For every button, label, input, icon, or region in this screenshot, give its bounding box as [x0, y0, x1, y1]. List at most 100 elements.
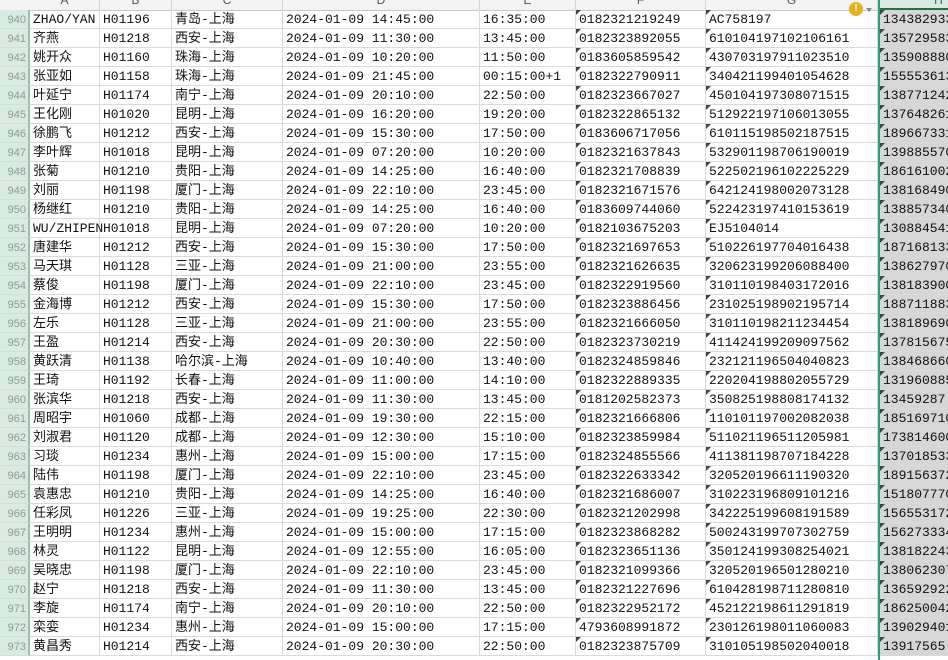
cell-e[interactable]: 16:05:00	[480, 542, 576, 561]
cell-g[interactable]: 411381198707184228	[706, 447, 878, 466]
cell-h[interactable]: 138627970	[878, 257, 948, 276]
row-number[interactable]: 944	[0, 86, 30, 105]
row-number[interactable]: 953	[0, 257, 30, 276]
cell-f[interactable]: 0182321202998	[576, 504, 706, 523]
cell-a[interactable]: 任彩凤	[30, 504, 100, 523]
cell-c[interactable]: 南宁-上海	[172, 86, 283, 105]
row-number[interactable]: 958	[0, 352, 30, 371]
cell-c[interactable]: 三亚-上海	[172, 504, 283, 523]
row-number[interactable]: 955	[0, 295, 30, 314]
row-number[interactable]: 949	[0, 181, 30, 200]
cell-h[interactable]: 138062307	[878, 561, 948, 580]
cell-c[interactable]: 西安-上海	[172, 580, 283, 599]
cell-b[interactable]: H01218	[100, 29, 172, 48]
cell-d[interactable]: 2024-01-09 22:10:00	[283, 181, 480, 200]
cell-a[interactable]: 李旋	[30, 599, 100, 618]
cell-e[interactable]: 23:45:00	[480, 276, 576, 295]
cell-a[interactable]: 王琦	[30, 371, 100, 390]
cell-c[interactable]: 昆明-上海	[172, 219, 283, 238]
cell-c[interactable]: 南宁-上海	[172, 599, 283, 618]
column-header-b[interactable]: B	[100, 0, 172, 10]
cell-a[interactable]: 金海博	[30, 295, 100, 314]
cell-a[interactable]: 刘丽	[30, 181, 100, 200]
cell-g[interactable]: 610115198502187515	[706, 124, 878, 143]
cell-b[interactable]: H01128	[100, 314, 172, 333]
cell-e[interactable]: 13:40:00	[480, 352, 576, 371]
cell-g[interactable]: 350825198808174132	[706, 390, 878, 409]
cell-e[interactable]: 13:45:00	[480, 390, 576, 409]
cell-h[interactable]: 186250042	[878, 599, 948, 618]
cell-b[interactable]: H01210	[100, 162, 172, 181]
row-number[interactable]: 969	[0, 561, 30, 580]
cell-g[interactable]: 230126198011060083	[706, 618, 878, 637]
cell-a[interactable]: 姚开众	[30, 48, 100, 67]
cell-b[interactable]: H01160	[100, 48, 172, 67]
row-number[interactable]: 963	[0, 447, 30, 466]
cell-h[interactable]: 138168490	[878, 181, 948, 200]
cell-d[interactable]: 2024-01-09 20:10:00	[283, 599, 480, 618]
cell-b[interactable]: H01210	[100, 485, 172, 504]
cell-b[interactable]: H01158	[100, 67, 172, 86]
cell-g[interactable]: 220204198802055729	[706, 371, 878, 390]
cell-e[interactable]: 13:45:00	[480, 580, 576, 599]
cell-b[interactable]: H01018	[100, 143, 172, 162]
row-number[interactable]: 971	[0, 599, 30, 618]
cell-c[interactable]: 长春-上海	[172, 371, 283, 390]
cell-a[interactable]: 李叶辉	[30, 143, 100, 162]
cell-f[interactable]: 0182322952172	[576, 599, 706, 618]
cell-h[interactable]: 131960885	[878, 371, 948, 390]
cell-e[interactable]: 17:50:00	[480, 124, 576, 143]
cell-e[interactable]: 22:50:00	[480, 599, 576, 618]
column-header-a[interactable]: A	[30, 0, 100, 10]
cell-c[interactable]: 三亚-上海	[172, 257, 283, 276]
cell-h[interactable]: 186161002	[878, 162, 948, 181]
row-number[interactable]: 961	[0, 409, 30, 428]
cell-a[interactable]: ZHAO/YAN	[30, 10, 100, 29]
cell-c[interactable]: 惠州-上海	[172, 447, 283, 466]
cell-a[interactable]: WU/ZHIPEN	[30, 219, 103, 238]
row-number[interactable]: 945	[0, 105, 30, 124]
cell-f[interactable]: 0183605859542	[576, 48, 706, 67]
cell-h[interactable]: 137815675	[878, 333, 948, 352]
cell-f[interactable]: 0182321637843	[576, 143, 706, 162]
warning-dropdown-arrow-icon[interactable]	[866, 8, 872, 12]
cell-g[interactable]: 342225199608191589	[706, 504, 878, 523]
cell-g[interactable]: 510226197704016438	[706, 238, 878, 257]
cell-c[interactable]: 西安-上海	[172, 295, 283, 314]
cell-g[interactable]: 532901198706190019	[706, 143, 878, 162]
cell-a[interactable]: 赵宁	[30, 580, 100, 599]
column-header-c[interactable]: C	[172, 0, 283, 10]
cell-g[interactable]: 430703197911023510	[706, 48, 878, 67]
cell-b[interactable]: H01192	[100, 371, 172, 390]
cell-d[interactable]: 2024-01-09 15:30:00	[283, 124, 480, 143]
cell-c[interactable]: 昆明-上海	[172, 542, 283, 561]
cell-a[interactable]: 徐鹏飞	[30, 124, 100, 143]
cell-f[interactable]: 4793608991872	[576, 618, 706, 637]
cell-h[interactable]: 138183900	[878, 276, 948, 295]
cell-a[interactable]: 刘淑君	[30, 428, 100, 447]
row-number[interactable]: 962	[0, 428, 30, 447]
cell-e[interactable]: 23:55:00	[480, 257, 576, 276]
cell-e[interactable]: 13:45:00	[480, 29, 576, 48]
cell-a[interactable]: 陆伟	[30, 466, 100, 485]
row-number[interactable]: 950	[0, 200, 30, 219]
cell-d[interactable]: 2024-01-09 15:30:00	[283, 238, 480, 257]
cell-c[interactable]: 西安-上海	[172, 29, 283, 48]
cell-g[interactable]: 310110198211234454	[706, 314, 878, 333]
cell-h[interactable]: 13459287	[878, 390, 948, 409]
cell-g[interactable]: 310110198403172016	[706, 276, 878, 295]
cell-c[interactable]: 成都-上海	[172, 428, 283, 447]
cell-g[interactable]: 411424199209097562	[706, 333, 878, 352]
cell-g[interactable]: 452122198611291819	[706, 599, 878, 618]
cell-h[interactable]: 189667331	[878, 124, 948, 143]
cell-g[interactable]: 231025198902195714	[706, 295, 878, 314]
cell-e[interactable]: 17:50:00	[480, 295, 576, 314]
cell-d[interactable]: 2024-01-09 19:30:00	[283, 409, 480, 428]
cell-f[interactable]: 0182322790911	[576, 67, 706, 86]
cell-b[interactable]: H01214	[100, 637, 172, 656]
cell-c[interactable]: 珠海-上海	[172, 67, 283, 86]
cell-d[interactable]: 2024-01-09 22:10:00	[283, 466, 480, 485]
cell-a[interactable]: 黄跃清	[30, 352, 100, 371]
cell-d[interactable]: 2024-01-09 15:30:00	[283, 295, 480, 314]
row-number[interactable]: 941	[0, 29, 30, 48]
